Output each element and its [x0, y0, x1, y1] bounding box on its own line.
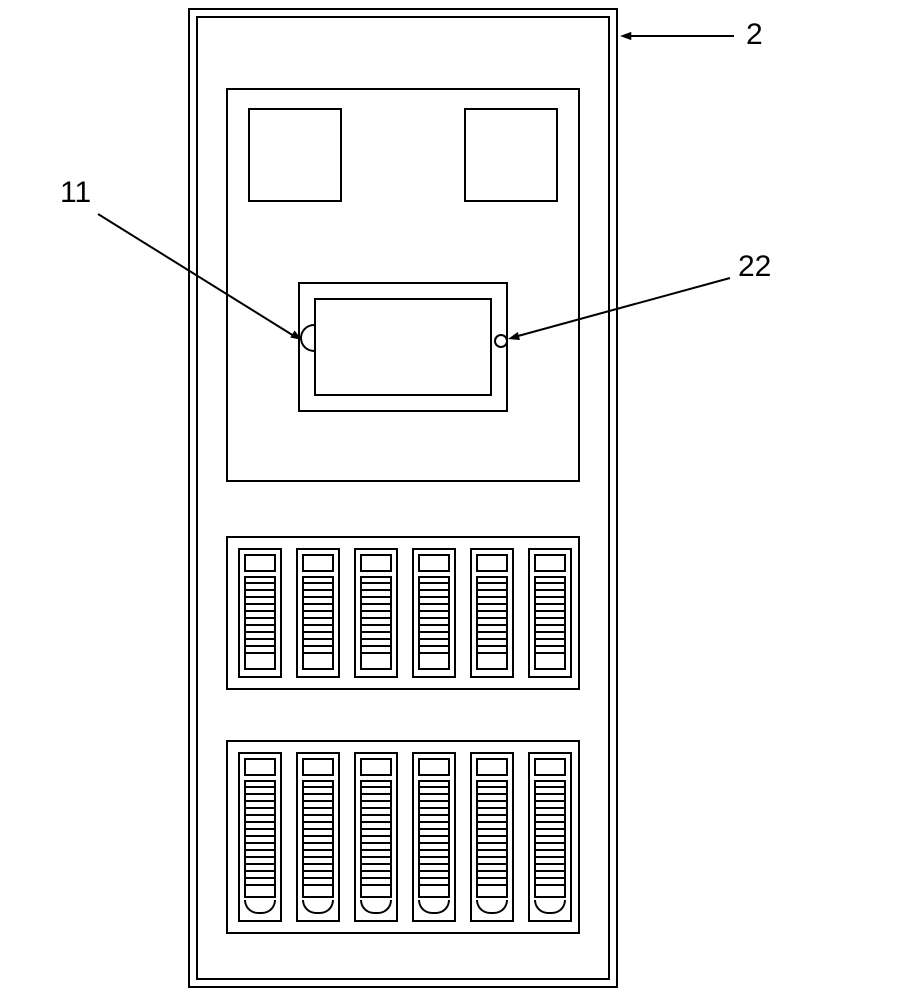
slot-header-1-1 [302, 758, 334, 776]
slot-header-1-0 [244, 758, 276, 776]
slot-body-1-1 [302, 780, 334, 898]
slot-body-1-3 [418, 780, 450, 898]
slot-body-0-4 [476, 576, 508, 670]
slot-header-1-3 [418, 758, 450, 776]
slot-header-0-4 [476, 554, 508, 572]
slot-body-1-0 [244, 780, 276, 898]
square-1 [464, 108, 558, 202]
slot-body-0-5 [534, 576, 566, 670]
diagram-canvas: 2 11 22 [0, 0, 921, 1000]
label-11: 11 [60, 176, 91, 210]
slot-header-0-3 [418, 554, 450, 572]
slot-header-0-2 [360, 554, 392, 572]
slot-header-0-1 [302, 554, 334, 572]
square-0 [248, 108, 342, 202]
slot-body-0-2 [360, 576, 392, 670]
slot-header-0-5 [534, 554, 566, 572]
slot-body-1-2 [360, 780, 392, 898]
slot-body-1-5 [534, 780, 566, 898]
slot-header-0-0 [244, 554, 276, 572]
label-22: 22 [738, 250, 771, 284]
slot-header-1-4 [476, 758, 508, 776]
slot-body-0-1 [302, 576, 334, 670]
label-2: 2 [746, 18, 763, 52]
part-22 [494, 334, 508, 348]
slot-header-1-5 [534, 758, 566, 776]
slot-body-0-3 [418, 576, 450, 670]
slot-body-1-4 [476, 780, 508, 898]
middle-box-inner [314, 298, 492, 396]
slot-body-0-0 [244, 576, 276, 670]
slot-header-1-2 [360, 758, 392, 776]
